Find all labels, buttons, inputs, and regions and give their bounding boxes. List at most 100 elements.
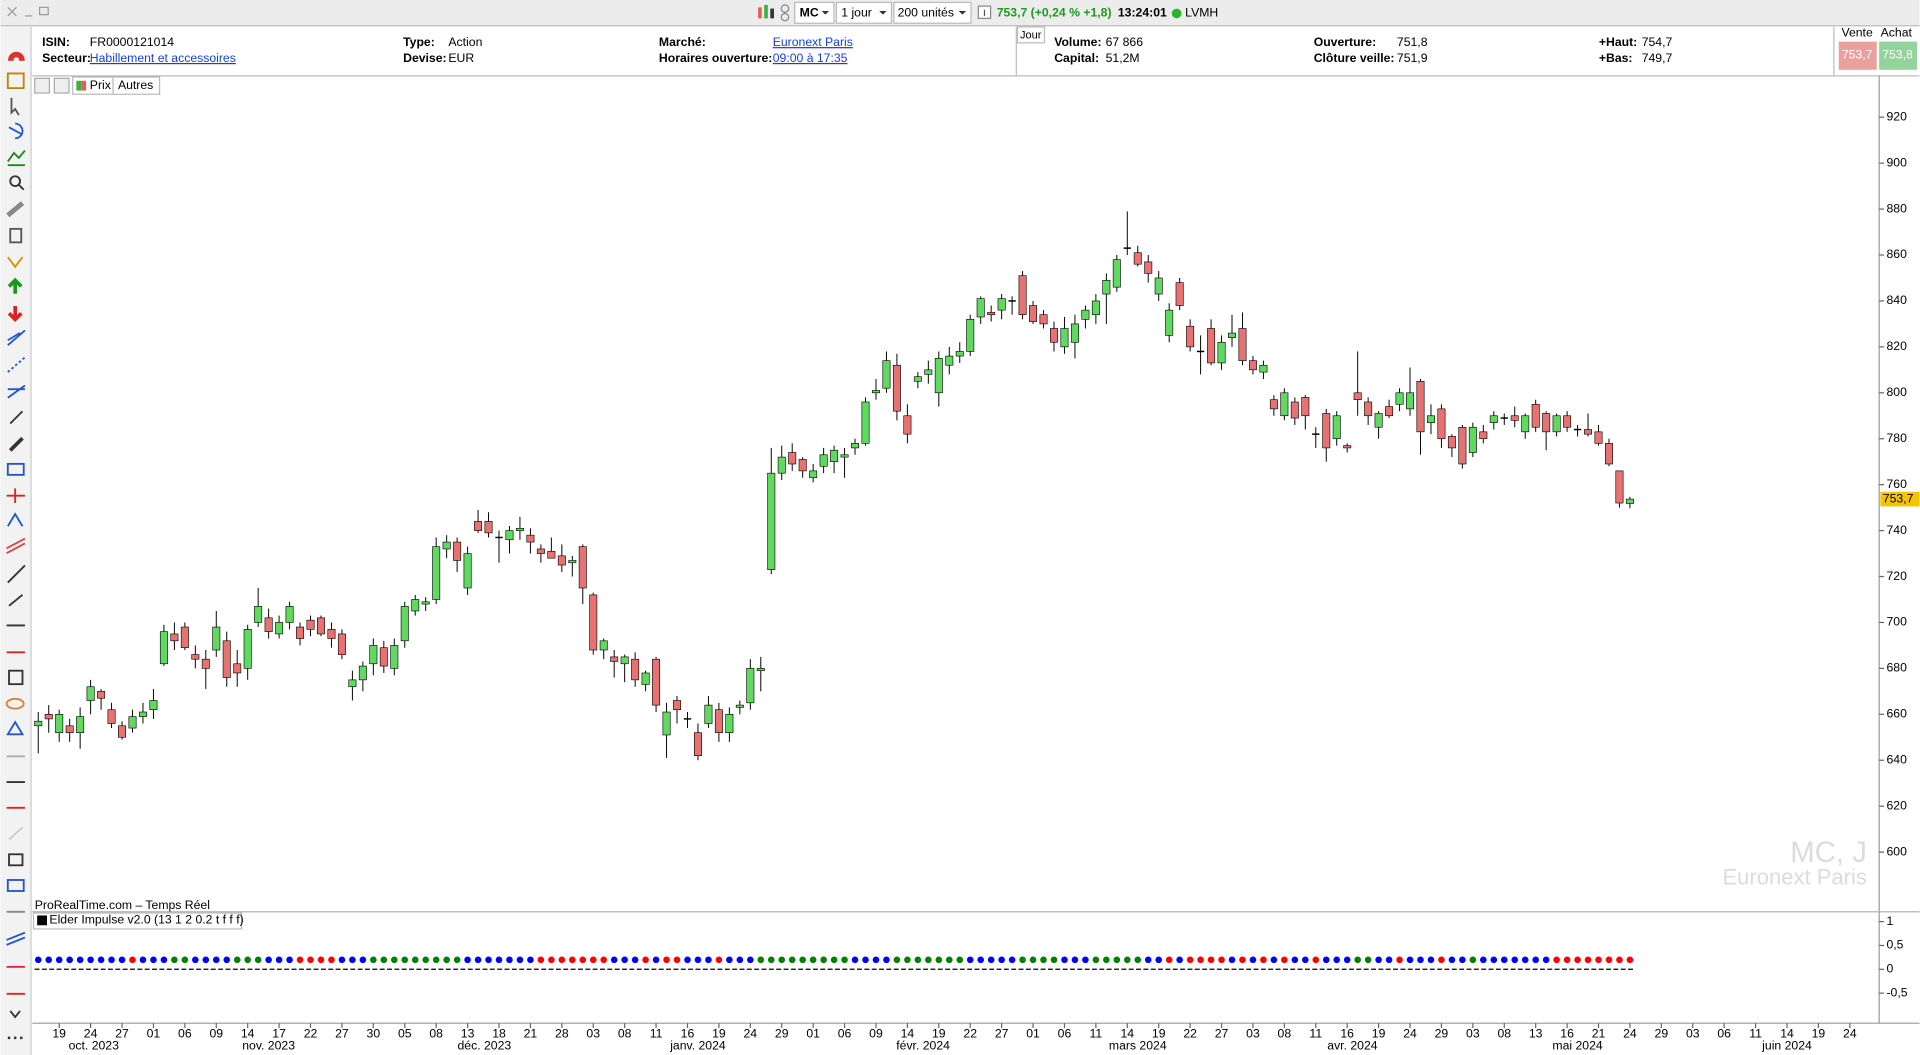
market-label: Marché: (659, 35, 706, 49)
tool-fibo-levels[interactable] (7, 384, 26, 399)
candle-body (1238, 328, 1247, 361)
tool-magnet[interactable] (8, 51, 25, 61)
sector-link[interactable]: Habillement et accessoires (90, 51, 236, 65)
impulse-dot (736, 956, 744, 964)
impulse-dot (1343, 956, 1351, 964)
tool-level[interactable] (6, 965, 25, 995)
y-tick-label: 740 (1886, 523, 1907, 537)
market-link[interactable]: Euronext Paris (773, 35, 853, 49)
icon[interactable] (758, 7, 762, 19)
candle-body (400, 606, 409, 642)
tool-eraser[interactable] (8, 436, 24, 452)
tool-alert[interactable] (7, 256, 24, 269)
impulse-dot (55, 956, 63, 964)
tab-label[interactable]: Prix (90, 78, 111, 92)
tool-ruler[interactable] (6, 201, 25, 218)
icon[interactable] (780, 4, 790, 13)
last-price-label: 753,7 (1883, 491, 1914, 505)
x-tick-label: 01 (1026, 1026, 1040, 1040)
tab-button[interactable] (53, 77, 70, 94)
sell-button[interactable] (1838, 41, 1877, 70)
x-tick-label: 05 (398, 1026, 412, 1040)
tab-button[interactable] (34, 77, 51, 94)
impulse-dot (1396, 956, 1403, 964)
tool-line[interactable] (7, 564, 26, 584)
icon[interactable] (770, 8, 774, 19)
buy-price[interactable]: 753,8 (1882, 47, 1913, 61)
impulse-dot (485, 956, 492, 964)
tool-crosshair[interactable] (6, 488, 25, 504)
tool-fibo[interactable] (7, 356, 26, 373)
units[interactable]: 200 unités (898, 6, 954, 20)
icon[interactable] (780, 12, 790, 22)
candle-body (201, 658, 210, 669)
symbol-dropdown[interactable] (794, 1, 835, 24)
period-dropdown[interactable] (835, 1, 893, 24)
toolbar-scroll[interactable] (9, 1010, 21, 1019)
tool-buy-arrow[interactable] (7, 277, 23, 294)
chart-type-icons[interactable] (758, 4, 790, 22)
x-tick-label: 30 (367, 1026, 381, 1040)
tool-channel[interactable] (6, 537, 26, 555)
tool-disabled[interactable] (8, 826, 24, 841)
impulse-dot (453, 956, 461, 964)
impulse-dot (1218, 956, 1225, 964)
period-tab[interactable] (1016, 26, 1046, 44)
impulse-dot (684, 956, 691, 964)
tool-rectangle[interactable] (6, 462, 25, 476)
buy-button[interactable] (1879, 41, 1918, 70)
impulse-dot (432, 956, 440, 964)
tab-label[interactable]: Autres (118, 78, 153, 92)
tool-note[interactable] (8, 853, 24, 867)
impulse-dot (1207, 956, 1215, 964)
candle-body (358, 665, 367, 681)
tool-pattern[interactable] (7, 512, 24, 527)
sell-price[interactable]: 753,7 (1842, 47, 1873, 61)
candle-body (777, 456, 786, 474)
tool-pen[interactable] (9, 410, 24, 425)
tool-zoom-handle[interactable] (18, 184, 25, 191)
tool-triangle[interactable] (6, 720, 25, 736)
period[interactable]: 1 jour (841, 6, 872, 20)
tool-box[interactable] (6, 879, 25, 892)
indicator-title-box[interactable] (32, 912, 243, 930)
tool-pointer[interactable] (10, 97, 20, 116)
symbol[interactable]: MC (800, 6, 819, 20)
period-tab-label[interactable]: Jour (1020, 29, 1042, 41)
tool-text[interactable] (8, 669, 24, 686)
candle-body (1133, 252, 1142, 265)
impulse-dot (506, 956, 513, 964)
tool-delete[interactable] (9, 227, 23, 244)
type-label: Type: (403, 35, 435, 49)
window-controls[interactable] (7, 6, 49, 17)
impulse-dot (673, 956, 681, 964)
tab-icon (76, 80, 82, 91)
impulse-dot (579, 956, 587, 964)
x-tick-label: 01 (147, 1026, 161, 1040)
units-dropdown[interactable] (893, 1, 972, 24)
tool-zoom[interactable] (9, 175, 21, 187)
impulse-dot (1563, 956, 1571, 964)
candle-body (526, 534, 535, 543)
drawing-tools[interactable] (5, 51, 26, 1040)
candle-body (547, 550, 556, 559)
tool-sell-arrow[interactable] (7, 305, 23, 323)
tool-ellipse[interactable] (5, 697, 25, 710)
close-button[interactable] (7, 6, 17, 17)
icon[interactable] (764, 4, 768, 19)
candle-body (149, 700, 158, 711)
tool-segment[interactable] (8, 594, 24, 607)
tool-fan[interactable] (7, 329, 26, 346)
y-tick-label: 660 (1886, 707, 1907, 721)
tool-lock[interactable] (6, 72, 25, 90)
tab-autres[interactable] (112, 76, 161, 95)
x-tick-label: 24 (1843, 1026, 1857, 1040)
tool-lines[interactable] (6, 931, 26, 946)
tool-trend[interactable] (7, 149, 26, 167)
hours-link[interactable]: 09:00 à 17:35 (773, 51, 848, 65)
candle-body (1165, 309, 1174, 336)
impulse-dot (1542, 956, 1550, 964)
tool-undo[interactable] (8, 122, 24, 140)
impulse-dot (1134, 956, 1142, 964)
maximize-button[interactable] (39, 6, 49, 16)
